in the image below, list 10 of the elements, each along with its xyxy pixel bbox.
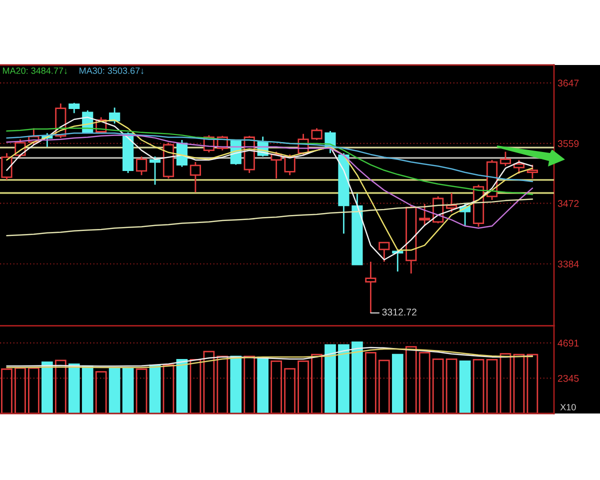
y-tick-label: 3472 bbox=[558, 200, 579, 207]
annotation: 3312.72 bbox=[382, 308, 416, 316]
y-tick-label: 3647 bbox=[558, 80, 579, 87]
text: MA20: 3484.77↓ bbox=[3, 67, 67, 74]
y-tick-label: 2345 bbox=[558, 374, 579, 382]
y-tick-label: 3559 bbox=[558, 140, 579, 148]
y-tick-label: 3384 bbox=[558, 260, 579, 268]
y-tick-label: 4691 bbox=[558, 340, 579, 347]
text: X10 bbox=[560, 404, 576, 410]
text: MA30: 3503.67↓ bbox=[80, 67, 144, 74]
